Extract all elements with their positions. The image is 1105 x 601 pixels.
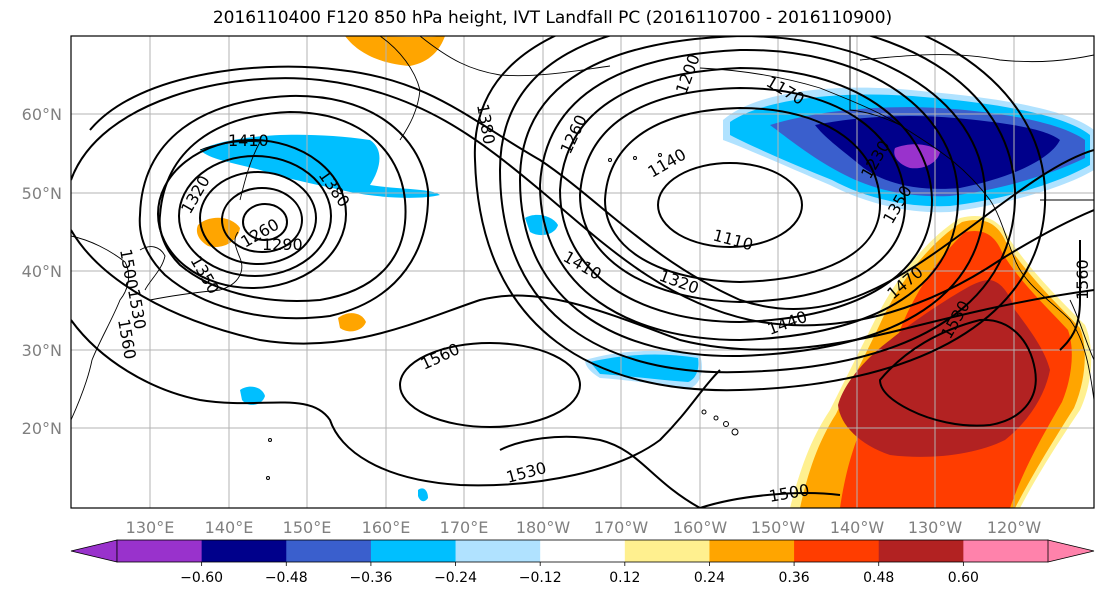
lat-label: 60°N [22, 105, 62, 124]
lon-label: 140°W [830, 518, 885, 537]
colorbar-swatches [70, 539, 1095, 563]
colorbar-arrow-left [70, 539, 118, 563]
lon-label: 130°W [908, 518, 963, 537]
colorbar-swatch [201, 540, 287, 562]
lon-label: 150°E [283, 518, 332, 537]
colorbar-swatch [709, 540, 795, 562]
lon-label: 180°W [516, 518, 571, 537]
colorbar-swatch [794, 540, 880, 562]
lon-label: 120°W [987, 518, 1042, 537]
longitude-labels: 130°E 140°E 150°E 160°E 170°E 180°W 170°… [126, 518, 1042, 537]
colorbar-tick-label: 0.36 [779, 570, 810, 586]
contour-label: 1560 [1073, 259, 1092, 300]
lon-label: 160°W [673, 518, 728, 537]
colorbar-tick-label: −0.36 [349, 570, 392, 586]
lat-label: 40°N [22, 262, 62, 281]
colorbar-tick-label: −0.12 [519, 570, 562, 586]
colorbar-border [116, 539, 1049, 563]
lon-label: 160°E [362, 518, 411, 537]
lon-label: 170°E [440, 518, 489, 537]
contour-label: 1290 [262, 235, 303, 254]
colorbar-swatch [370, 540, 457, 562]
lon-label: 170°W [594, 518, 649, 537]
colorbar-swatch [624, 540, 710, 562]
colorbar-tick-label: −0.24 [434, 570, 477, 586]
colorbar-swatch [540, 540, 626, 562]
colorbar-tick-label: −0.48 [265, 570, 308, 586]
coastlines [71, 36, 1094, 421]
colorbar-ticks: −0.60 −0.48 −0.36 −0.24 −0.12 0.12 0.24 0.36 0.4… [180, 562, 979, 586]
colorbar-arrow-right [1047, 539, 1095, 563]
colorbar-swatch [455, 540, 541, 562]
colorbar-swatch [878, 540, 964, 562]
ivt-positive-shading [196, 36, 1092, 508]
lon-label: 130°E [126, 518, 175, 537]
lon-label: 140°E [205, 518, 254, 537]
colorbar-tick-label: 0.60 [948, 570, 979, 586]
colorbar-tick-label: 0.48 [863, 570, 894, 586]
contour-label: 1410 [228, 131, 269, 150]
lat-label: 30°N [22, 341, 62, 360]
colorbar-tick-label: 0.24 [694, 570, 725, 586]
lon-label: 150°W [751, 518, 806, 537]
lat-label: 50°N [22, 184, 62, 203]
lat-label: 20°N [22, 419, 62, 438]
islands [266, 153, 739, 480]
colorbar-tick-label: −0.60 [180, 570, 223, 586]
colorbar-swatch [117, 540, 203, 562]
colorbar-tick-label: 0.12 [609, 570, 640, 586]
height-contours [71, 36, 1094, 508]
colorbar: −0.60 −0.48 −0.36 −0.24 −0.12 0.12 0.24 0.36 0.4… [70, 539, 1095, 586]
latitude-labels: 60°N 50°N 40°N 30°N 20°N [22, 105, 62, 438]
map-title: 2016110400 F120 850 hPa height, IVT Land… [212, 8, 893, 28]
map-border [70, 35, 1095, 509]
colorbar-swatch [963, 540, 1049, 562]
colorbar-swatch [286, 540, 372, 562]
